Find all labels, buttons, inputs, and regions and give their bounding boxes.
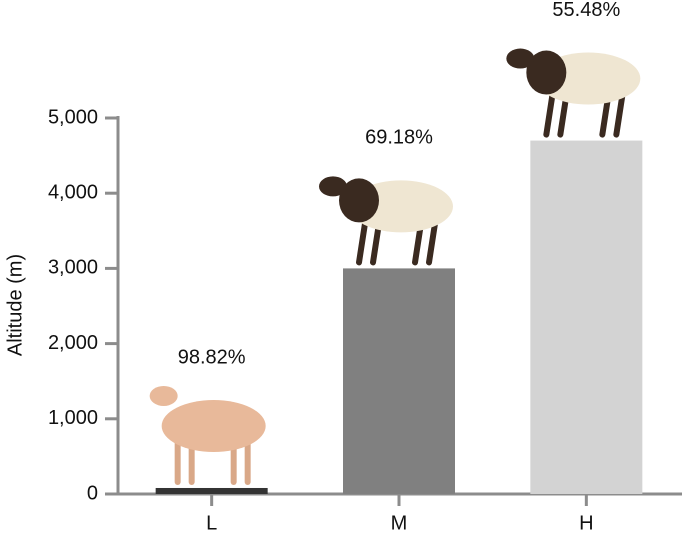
bar xyxy=(155,487,268,494)
sheep-head xyxy=(149,385,178,406)
sheep-body xyxy=(161,399,266,452)
sheep-neck xyxy=(526,50,567,95)
y-tick-label: 1,000 xyxy=(48,407,98,429)
sheep-icon xyxy=(506,48,641,138)
x-tick-label: M xyxy=(391,512,408,534)
y-tick-label: 0 xyxy=(87,482,98,504)
y-tick-label: 5,000 xyxy=(48,106,98,128)
annotation: 98.82% xyxy=(178,346,246,368)
sheep-leg xyxy=(557,92,570,138)
y-tick-label: 3,000 xyxy=(48,257,98,279)
bar xyxy=(343,268,455,494)
sheep-icon xyxy=(149,385,266,485)
sheep-leg xyxy=(543,92,556,138)
sheep-neck xyxy=(339,178,379,223)
sheep-leg xyxy=(426,220,438,266)
sheep-head xyxy=(319,176,347,197)
y-tick-label: 2,000 xyxy=(48,332,98,354)
sheep-leg xyxy=(370,220,382,266)
y-axis-title: Altitude (m) xyxy=(4,254,26,356)
sheep-leg xyxy=(356,220,368,266)
sheep-leg xyxy=(613,92,626,138)
annotation: 69.18% xyxy=(365,127,433,149)
sheep-head xyxy=(506,48,535,69)
y-tick-label: 4,000 xyxy=(48,181,98,203)
annotation: 55.48% xyxy=(552,0,620,21)
bar xyxy=(530,140,643,494)
x-tick-label: H xyxy=(579,512,593,534)
x-tick-label: L xyxy=(206,512,217,534)
sheep-icon xyxy=(319,176,453,266)
